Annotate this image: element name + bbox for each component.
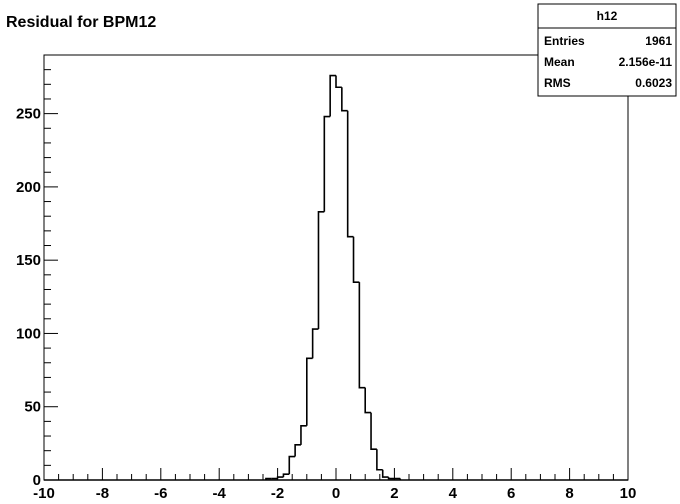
histogram-bin: [306, 357, 313, 426]
histogram-bin: [317, 211, 325, 330]
stats-box: h12 Entries 1961 Mean 2.156e-11 RMS 0.60…: [537, 3, 677, 97]
stats-histogram-name: h12: [597, 9, 618, 23]
y-tick-label: 200: [16, 179, 41, 196]
histogram-bin: [329, 74, 336, 117]
histogram-bin: [282, 473, 290, 478]
histogram-bin: [288, 455, 296, 475]
stats-entries-value: 1961: [645, 34, 672, 48]
x-tick-label: 0: [332, 485, 340, 502]
histogram-bin: [376, 449, 383, 471]
x-tick-label: -6: [154, 485, 167, 502]
stats-rms-label: RMS: [544, 76, 571, 90]
histogram-bin: [323, 115, 331, 212]
x-tick-label: -4: [213, 485, 227, 502]
chart-title: Residual for BPM12: [6, 14, 156, 31]
histogram-bin: [387, 477, 395, 480]
histogram-bin: [364, 387, 372, 414]
y-tick-label: 50: [24, 399, 41, 416]
plot-frame: [43, 54, 629, 481]
histogram-bin: [381, 469, 389, 478]
stats-mean-value: 2.156e-11: [619, 55, 673, 69]
x-axis: -10 -8 -6 -4 -2 0 2 4 6 8 10: [33, 468, 636, 502]
x-tick-label: -8: [96, 485, 109, 502]
histogram-bins: [44, 74, 628, 481]
histogram-bin: [335, 75, 342, 89]
histogram-bin: [294, 444, 301, 457]
histogram-bin: [300, 424, 307, 445]
x-tick-label: 4: [449, 485, 458, 502]
y-tick-label: 150: [16, 252, 41, 269]
y-tick-label: 250: [16, 106, 41, 123]
stats-box-frame: [537, 3, 677, 97]
y-axis: 0 50 100 150 200 250: [16, 54, 58, 489]
histogram-bin: [276, 476, 284, 479]
histogram-bin: [358, 282, 366, 389]
histogram-bin: [311, 328, 319, 359]
histogram-bin: [346, 110, 354, 238]
x-tick-label: 8: [565, 485, 573, 502]
histogram-bin: [370, 412, 377, 451]
x-tick-label: -2: [271, 485, 284, 502]
y-tick-label: 100: [16, 325, 41, 342]
y-tick-label: 0: [33, 472, 41, 489]
x-tick-label: 6: [507, 485, 515, 502]
histogram-bin: [341, 87, 348, 112]
stats-entries-label: Entries: [544, 34, 585, 48]
stats-rms-value: 0.6023: [635, 76, 672, 90]
stats-mean-label: Mean: [544, 55, 575, 69]
x-tick-label: -10: [33, 485, 55, 502]
histogram-bin: [352, 236, 360, 283]
x-tick-label: 10: [620, 485, 637, 502]
x-tick-label: 2: [390, 485, 398, 502]
